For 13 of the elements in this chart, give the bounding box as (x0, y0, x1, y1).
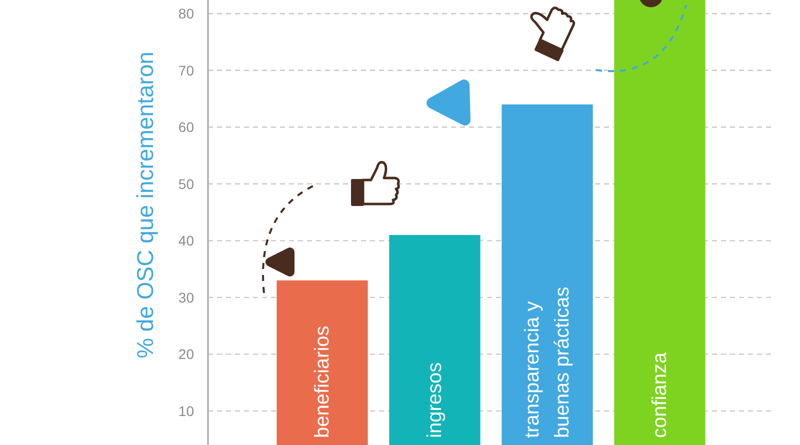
x-tick-label: beneficiarios (311, 326, 334, 438)
y-axis-title: % de OSC que incrementaron (132, 52, 158, 358)
y-tick-label: 80 (178, 6, 194, 22)
y-tick-label: 50 (178, 176, 194, 192)
y-tick-label: 40 (178, 232, 194, 249)
y-tick-label: 10 (178, 402, 194, 419)
y-tick-label: 60 (178, 119, 194, 136)
x-tick-label: transparencia y buenas prácticas (521, 286, 574, 438)
y-tick-label: 30 (178, 289, 194, 306)
x-tick-label: confianza (648, 352, 671, 438)
x-tick-label: ingresos (424, 362, 446, 438)
y-tick-label: 20 (178, 346, 194, 362)
y-tick-label: 70 (178, 62, 194, 78)
